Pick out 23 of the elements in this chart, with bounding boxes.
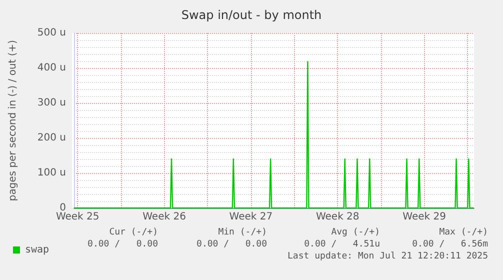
text: 0.00 / 6.56m (412, 240, 488, 250)
x-tick-label: Week 28 (316, 212, 360, 222)
y-tick-label: 200 u (37, 132, 66, 144)
y-tick-label: 0 (60, 202, 66, 214)
text: Cur (-/+) (109, 228, 158, 238)
y-tick-label: 100 u (37, 168, 66, 178)
text: Last update: Mon Jul 21 12:20:11 2025 (288, 252, 488, 262)
y-tick-label: 500 u (37, 28, 66, 38)
x-tick-label: Week 27 (229, 212, 273, 222)
text: Min (-/+) (218, 228, 267, 238)
legend-label: swap (25, 244, 50, 256)
text: 0.00 / 0.00 (196, 240, 267, 250)
text: Max (-/+) (439, 228, 488, 238)
chart-title: Swap in/out - by month (181, 8, 322, 22)
text: 0.00 / 0.00 (88, 240, 158, 250)
x-tick-label: Week 29 (402, 212, 446, 222)
x-tick-label: Week 26 (142, 212, 186, 222)
x-tick-label: Week 25 (56, 212, 100, 222)
y-tick-label: 400 u (37, 62, 66, 74)
text: Avg (-/+) (331, 228, 380, 238)
y-tick-label: 300 u (37, 98, 66, 108)
y-axis-title: pages per second in (-) / out (+) (8, 40, 18, 202)
text: 0.00 / 4.51u (304, 240, 380, 250)
